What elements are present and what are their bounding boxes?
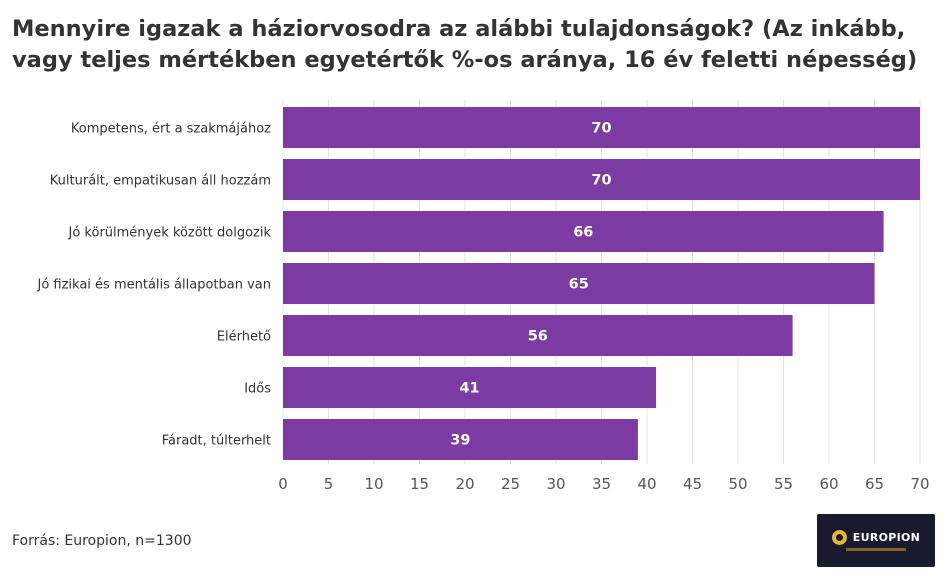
category-label: Kulturált, empatikusan áll hozzám: [50, 174, 271, 189]
source-note: Forrás: Europion, n=1300: [12, 533, 192, 549]
x-tick-label: 65: [865, 475, 884, 493]
value-label: 65: [569, 277, 589, 293]
x-tick-label: 70: [910, 475, 929, 493]
category-label: Kompetens, ért a szakmájához: [71, 122, 271, 137]
category-label: Elérhető: [217, 330, 271, 345]
x-tick-label: 0: [278, 475, 288, 493]
category-label: Jó fizikai és mentális állapotban van: [37, 278, 272, 293]
x-tick-label: 5: [324, 475, 334, 493]
bar: [283, 211, 884, 252]
europion-logo: EUROPION: [817, 514, 935, 567]
x-tick-label: 40: [637, 475, 656, 493]
bar: [283, 107, 920, 148]
bar: [283, 419, 638, 460]
category-label: Idős: [244, 382, 271, 397]
x-axis-ticks: 0 5 10 15 20 25 30 35 40 45 50 55 60 65 70: [278, 475, 929, 493]
category-label: Jó körülmények között dolgozik: [68, 226, 272, 241]
value-label: 56: [528, 329, 548, 345]
x-tick-label: 10: [364, 475, 383, 493]
logo-tagline: [846, 548, 906, 551]
europion-logo-icon: [831, 530, 847, 545]
value-label: 41: [459, 381, 479, 397]
bar: [283, 367, 657, 408]
value-labels: 70 70 66 65 56 41 39: [450, 121, 611, 449]
x-tick-label: 35: [592, 475, 611, 493]
value-label: 39: [450, 433, 470, 449]
x-tick-label: 45: [683, 475, 702, 493]
x-tick-label: 50: [728, 475, 747, 493]
x-tick-label: 55: [774, 475, 793, 493]
x-tick-label: 20: [455, 475, 474, 493]
x-tick-label: 15: [410, 475, 429, 493]
category-label: Fáradt, túlterhelt: [162, 434, 271, 449]
bar: [283, 159, 920, 200]
x-tick-label: 60: [819, 475, 838, 493]
bar: [283, 315, 793, 356]
chart-title: Mennyire igazak a háziorvosodra az alább…: [12, 16, 918, 73]
x-tick-label: 25: [501, 475, 520, 493]
value-label: 66: [573, 225, 593, 241]
bars: [283, 107, 920, 460]
category-labels: Kompetens, ért a szakmájához Kulturált, e…: [37, 122, 272, 449]
bar: [283, 263, 875, 304]
x-tick-label: 30: [546, 475, 565, 493]
logo-text: EUROPION: [852, 531, 921, 544]
value-label: 70: [591, 173, 611, 189]
value-label: 70: [591, 121, 611, 137]
